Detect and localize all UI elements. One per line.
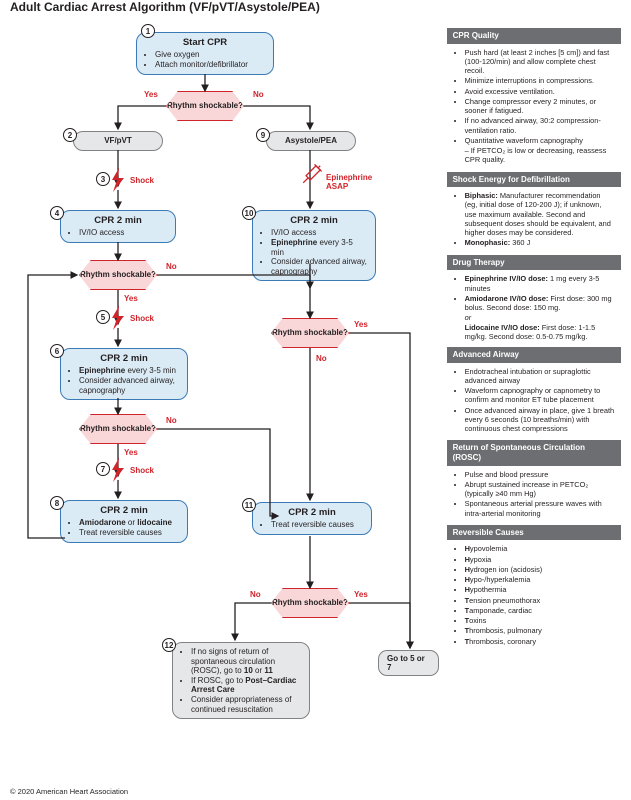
epinephrine-asap-label: EpinephrineASAP [326,174,386,192]
shock-label-7: Shock [130,466,154,475]
badge-9: 9 [256,128,270,142]
node-cpr-10: CPR 2 min IV/IO accessEpinephrine every … [252,210,376,281]
panel-header: CPR Quality [447,28,621,44]
label-no-3: No [166,416,177,425]
badge-6: 6 [50,344,64,358]
badge-5: 5 [96,310,110,324]
label-no-5: No [250,590,261,599]
label-yes-5: Yes [354,590,368,599]
panel-header: Shock Energy for Defibrillation [447,172,621,188]
label-yes-4: Yes [354,320,368,329]
decision-5: Rhythm shockable? [271,588,349,618]
label-yes-2: Yes [124,294,138,303]
badge-10: 10 [242,206,256,220]
goto-box: Go to 5 or 7 [378,650,439,676]
page-title: Adult Cardiac Arrest Algorithm (VF/pVT/A… [0,0,631,20]
badge-12: 12 [162,638,176,652]
node-cpr-8: CPR 2 min Amiodarone or lidocaineTreat r… [60,500,188,543]
node-vf-pvt: VF/pVT [73,131,163,151]
label-yes-3: Yes [124,448,138,457]
badge-8: 8 [50,496,64,510]
panel-header: Reversible Causes [447,525,621,541]
label-no-2: No [166,262,177,271]
panel-header: Drug Therapy [447,255,621,271]
node-12: If no signs of return of spontaneous cir… [172,642,310,719]
decision-4: Rhythm shockable? [271,318,349,348]
panel-header: Advanced Airway [447,347,621,363]
node-cpr-11: CPR 2 min Treat reversible causes [252,502,372,535]
decision-1: Rhythm shockable? [166,91,244,121]
footer: © 2020 American Heart Association [10,787,128,796]
panel-body: Push hard (at least 2 inches [5 cm]) and… [447,44,621,172]
badge-7: 7 [96,462,110,476]
flowchart: 1 Start CPR Give oxygenAttach monitor/de… [10,28,439,780]
main-container: 1 Start CPR Give oxygenAttach monitor/de… [0,20,631,784]
panel-body: Pulse and blood pressureAbrupt sustained… [447,466,621,525]
shock-label-3: Shock [130,176,154,185]
label-yes-1: Yes [144,90,158,99]
panel-header: Return of Spontaneous Circulation (ROSC) [447,440,621,465]
badge-3: 3 [96,172,110,186]
node-asystole-pea: Asystole/PEA [266,131,356,151]
label-no-1: No [253,90,264,99]
node-start-cpr: Start CPR Give oxygenAttach monitor/defi… [136,32,274,75]
badge-11: 11 [242,498,256,512]
panel-body: Endotracheal intubation or supraglottic … [447,363,621,441]
badge-1: 1 [141,24,155,38]
node-cpr-6: CPR 2 min Epinephrine every 3-5 minConsi… [60,348,188,400]
badge-2: 2 [63,128,77,142]
label-no-4: No [316,354,327,363]
decision-2: Rhythm shockable? [79,260,157,290]
shock-icon-3 [110,168,126,192]
shock-label-5: Shock [130,314,154,323]
shock-icon-5 [110,306,126,330]
node-cpr-4: CPR 2 min IV/IO access [60,210,176,243]
decision-3: Rhythm shockable? [79,414,157,444]
syringe-icon [298,162,324,188]
panel-body: HypovolemiaHypoxiaHydrogen ion (acidosis… [447,540,621,653]
panel-body: Biphasic: Manufacturer recommendation (e… [447,187,621,255]
badge-4: 4 [50,206,64,220]
shock-icon-7 [110,458,126,482]
sidebar: CPR QualityPush hard (at least 2 inches … [447,28,621,780]
panel-body: Epinephrine IV/IO dose: 1 mg every 3-5 m… [447,270,621,347]
